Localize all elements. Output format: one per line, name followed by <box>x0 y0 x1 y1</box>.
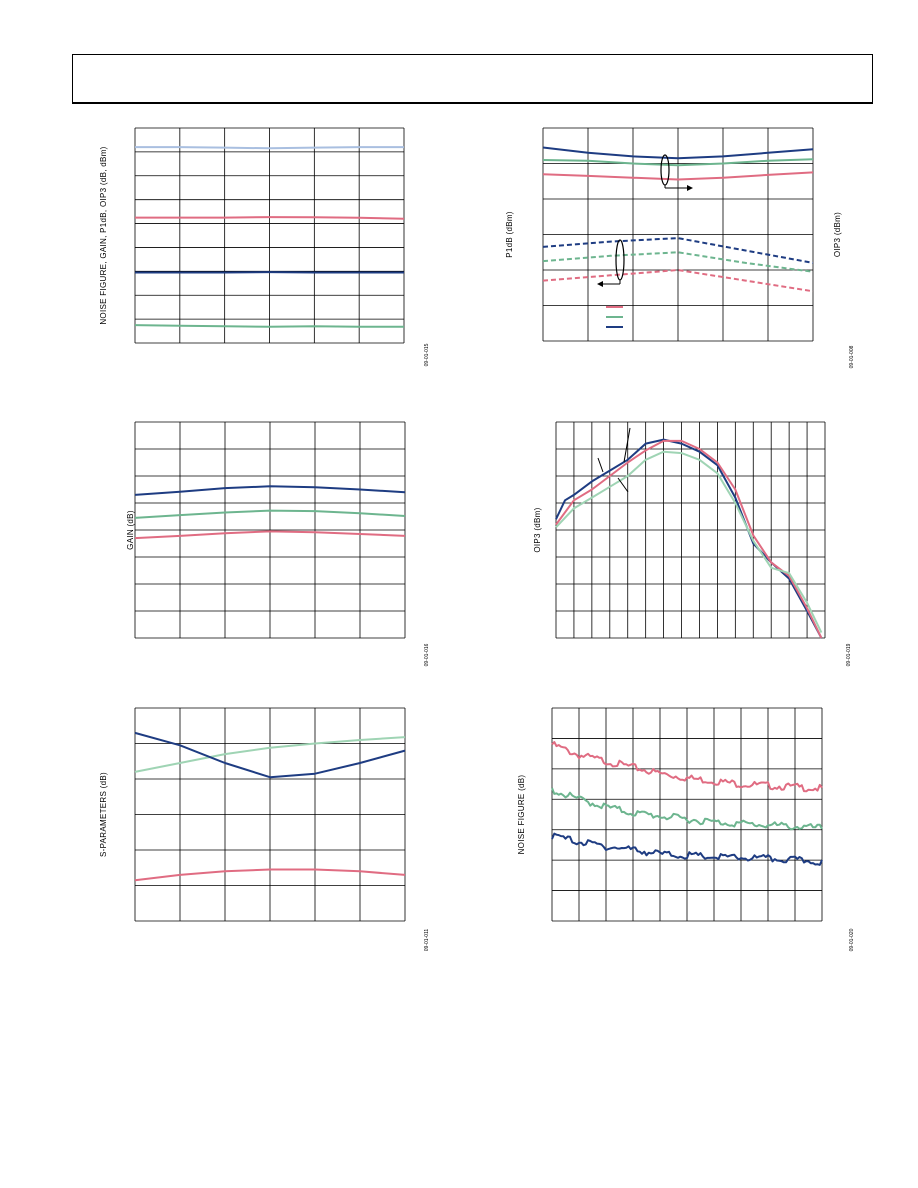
chart-c1: NOISE FIGURE, GAIN, P1dB, OIP3 (dB, dBm)… <box>99 127 430 366</box>
series-line-navy <box>542 146 814 160</box>
y-axis-label: OIP3 (dBm) <box>533 507 542 552</box>
annotation-arrow <box>597 457 604 473</box>
y-axis-label: P1dB (dBm) <box>505 211 514 258</box>
series-line-green <box>542 158 814 167</box>
chart-c6: NOISE FIGURE (dB) 09-01-020 <box>517 707 855 951</box>
series-line-lightblue <box>135 146 404 150</box>
series-line-lightgreen <box>134 736 406 773</box>
y-axis-label: GAIN (dB) <box>126 510 135 550</box>
chart-c3: GAIN (dB) 09-01-016 <box>126 421 430 666</box>
series-line-green <box>551 787 823 831</box>
series-line-lightgreen <box>555 450 823 634</box>
chart-c2: P1dB (dBm) OIP3 (dBm) 09-01-008 <box>505 127 855 368</box>
group-ellipse-bottom <box>615 239 625 281</box>
figure-id: 09-01-015 <box>424 343 430 366</box>
annotation-arrow <box>623 427 631 463</box>
series-line-navy <box>134 485 406 496</box>
y-axis-label: S-PARAMETERS (dB) <box>99 772 108 857</box>
arrowhead-left <box>597 281 603 287</box>
figure-id: 09-01-019 <box>846 643 852 666</box>
figure-id: 09-01-020 <box>849 928 855 951</box>
series-line-pink <box>555 439 823 639</box>
group-ellipse-top <box>660 154 670 186</box>
series-line-green <box>134 509 406 519</box>
series-line-pink <box>542 171 814 181</box>
series-line-navy-dashed <box>542 237 814 264</box>
series-line-navy <box>555 438 823 639</box>
series-line-navy <box>134 731 406 779</box>
y-axis-label-right: OIP3 (dBm) <box>833 212 842 257</box>
chart-c4: OIP3 (dBm) 09-01-019 <box>533 421 852 666</box>
page-header-box <box>72 54 873 104</box>
series-line-pink <box>551 741 823 793</box>
series-line-navy <box>551 832 823 866</box>
annotation-arrow <box>617 477 629 493</box>
series-line-pink <box>134 530 406 540</box>
figure-id: 09-01-011 <box>424 929 430 952</box>
y-axis-label: NOISE FIGURE, GAIN, P1dB, OIP3 (dB, dBm) <box>99 146 108 324</box>
series-line-green-dashed <box>542 251 814 273</box>
series-line-pink-dashed <box>542 269 814 293</box>
arrowhead-right <box>687 185 693 191</box>
series-line-pink <box>134 868 406 882</box>
y-axis-label: NOISE FIGURE (dB) <box>517 775 526 855</box>
figure-id: 09-01-008 <box>849 345 855 368</box>
series-line-green <box>134 324 404 328</box>
chart-c5: S-PARAMETERS (dB) 09-01-011 <box>99 707 430 952</box>
figure-id: 09-01-016 <box>424 643 430 666</box>
series-line-pink <box>135 216 405 220</box>
